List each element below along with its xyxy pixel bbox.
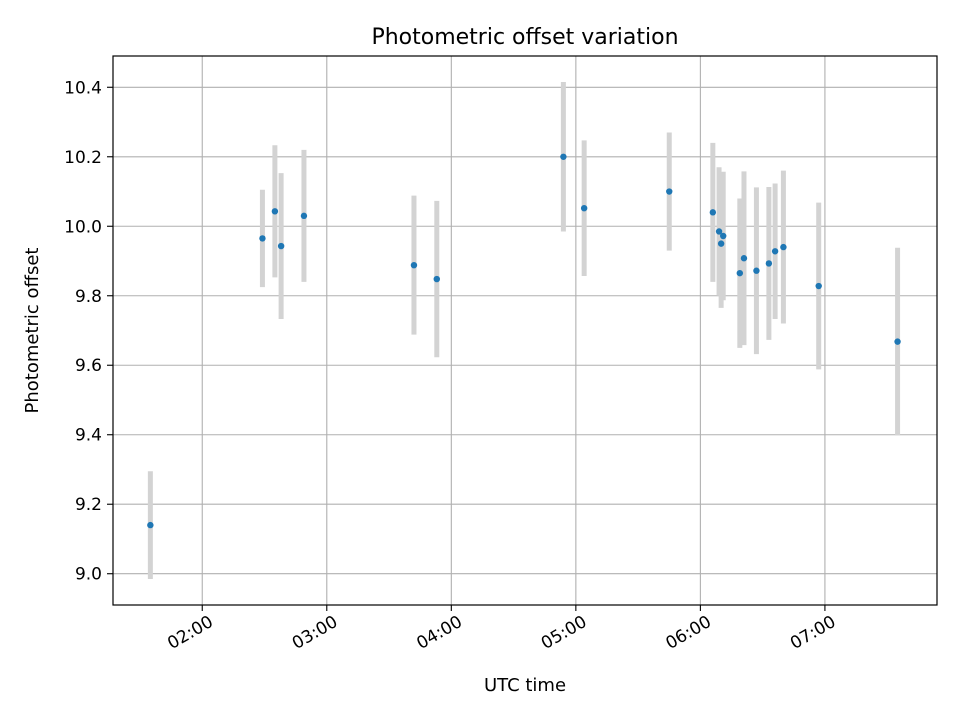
data-point xyxy=(717,240,725,247)
x-tick-label: 06:00 xyxy=(662,612,714,654)
x-tick-label: 05:00 xyxy=(538,612,590,654)
y-tick-label: 9.4 xyxy=(75,426,102,446)
data-point xyxy=(740,255,748,262)
y-tick-label: 9.0 xyxy=(75,565,102,585)
x-axis-label: UTC time xyxy=(484,675,566,696)
data-point xyxy=(666,188,673,195)
data-point xyxy=(771,248,779,255)
x-tick-label: 07:00 xyxy=(787,612,839,654)
data-point xyxy=(709,209,717,216)
data-point xyxy=(894,338,901,345)
data-point xyxy=(736,269,744,277)
data-point xyxy=(300,212,308,220)
chart-title: Photometric offset variation xyxy=(371,25,678,50)
data-point xyxy=(715,228,723,235)
data-point xyxy=(410,261,418,269)
data-point xyxy=(271,208,279,215)
data-point xyxy=(815,282,822,290)
x-axis: 02:00 03:00 04:00 05:00 06:00 07:00 xyxy=(164,605,839,654)
plot-frame xyxy=(112,55,938,606)
y-tick-label: 9.6 xyxy=(75,356,102,376)
data-point xyxy=(720,232,727,240)
y-axis: 9.0 9.2 9.4 9.6 9.8 10.0 10.2 10.4 xyxy=(64,78,113,585)
data-point xyxy=(580,204,588,212)
data-point xyxy=(277,242,285,250)
data-point xyxy=(433,275,440,283)
data-point xyxy=(765,260,773,267)
data-point xyxy=(780,243,787,251)
y-tick-label: 10.0 xyxy=(64,217,102,237)
data-point xyxy=(259,235,266,242)
data-point xyxy=(560,153,567,160)
y-tick-label: 10.2 xyxy=(64,148,102,168)
x-tick-label: 04:00 xyxy=(413,612,465,654)
y-tick-label: 10.4 xyxy=(64,78,102,98)
data-points xyxy=(147,153,901,529)
y-tick-label: 9.2 xyxy=(75,495,102,515)
x-tick-label: 03:00 xyxy=(289,612,341,654)
data-point xyxy=(753,267,760,274)
x-tick-label: 02:00 xyxy=(164,612,216,654)
data-point xyxy=(147,521,154,529)
y-tick-label: 9.8 xyxy=(75,287,102,307)
grid xyxy=(113,56,937,605)
y-axis-label: Photometric offset xyxy=(22,248,43,414)
